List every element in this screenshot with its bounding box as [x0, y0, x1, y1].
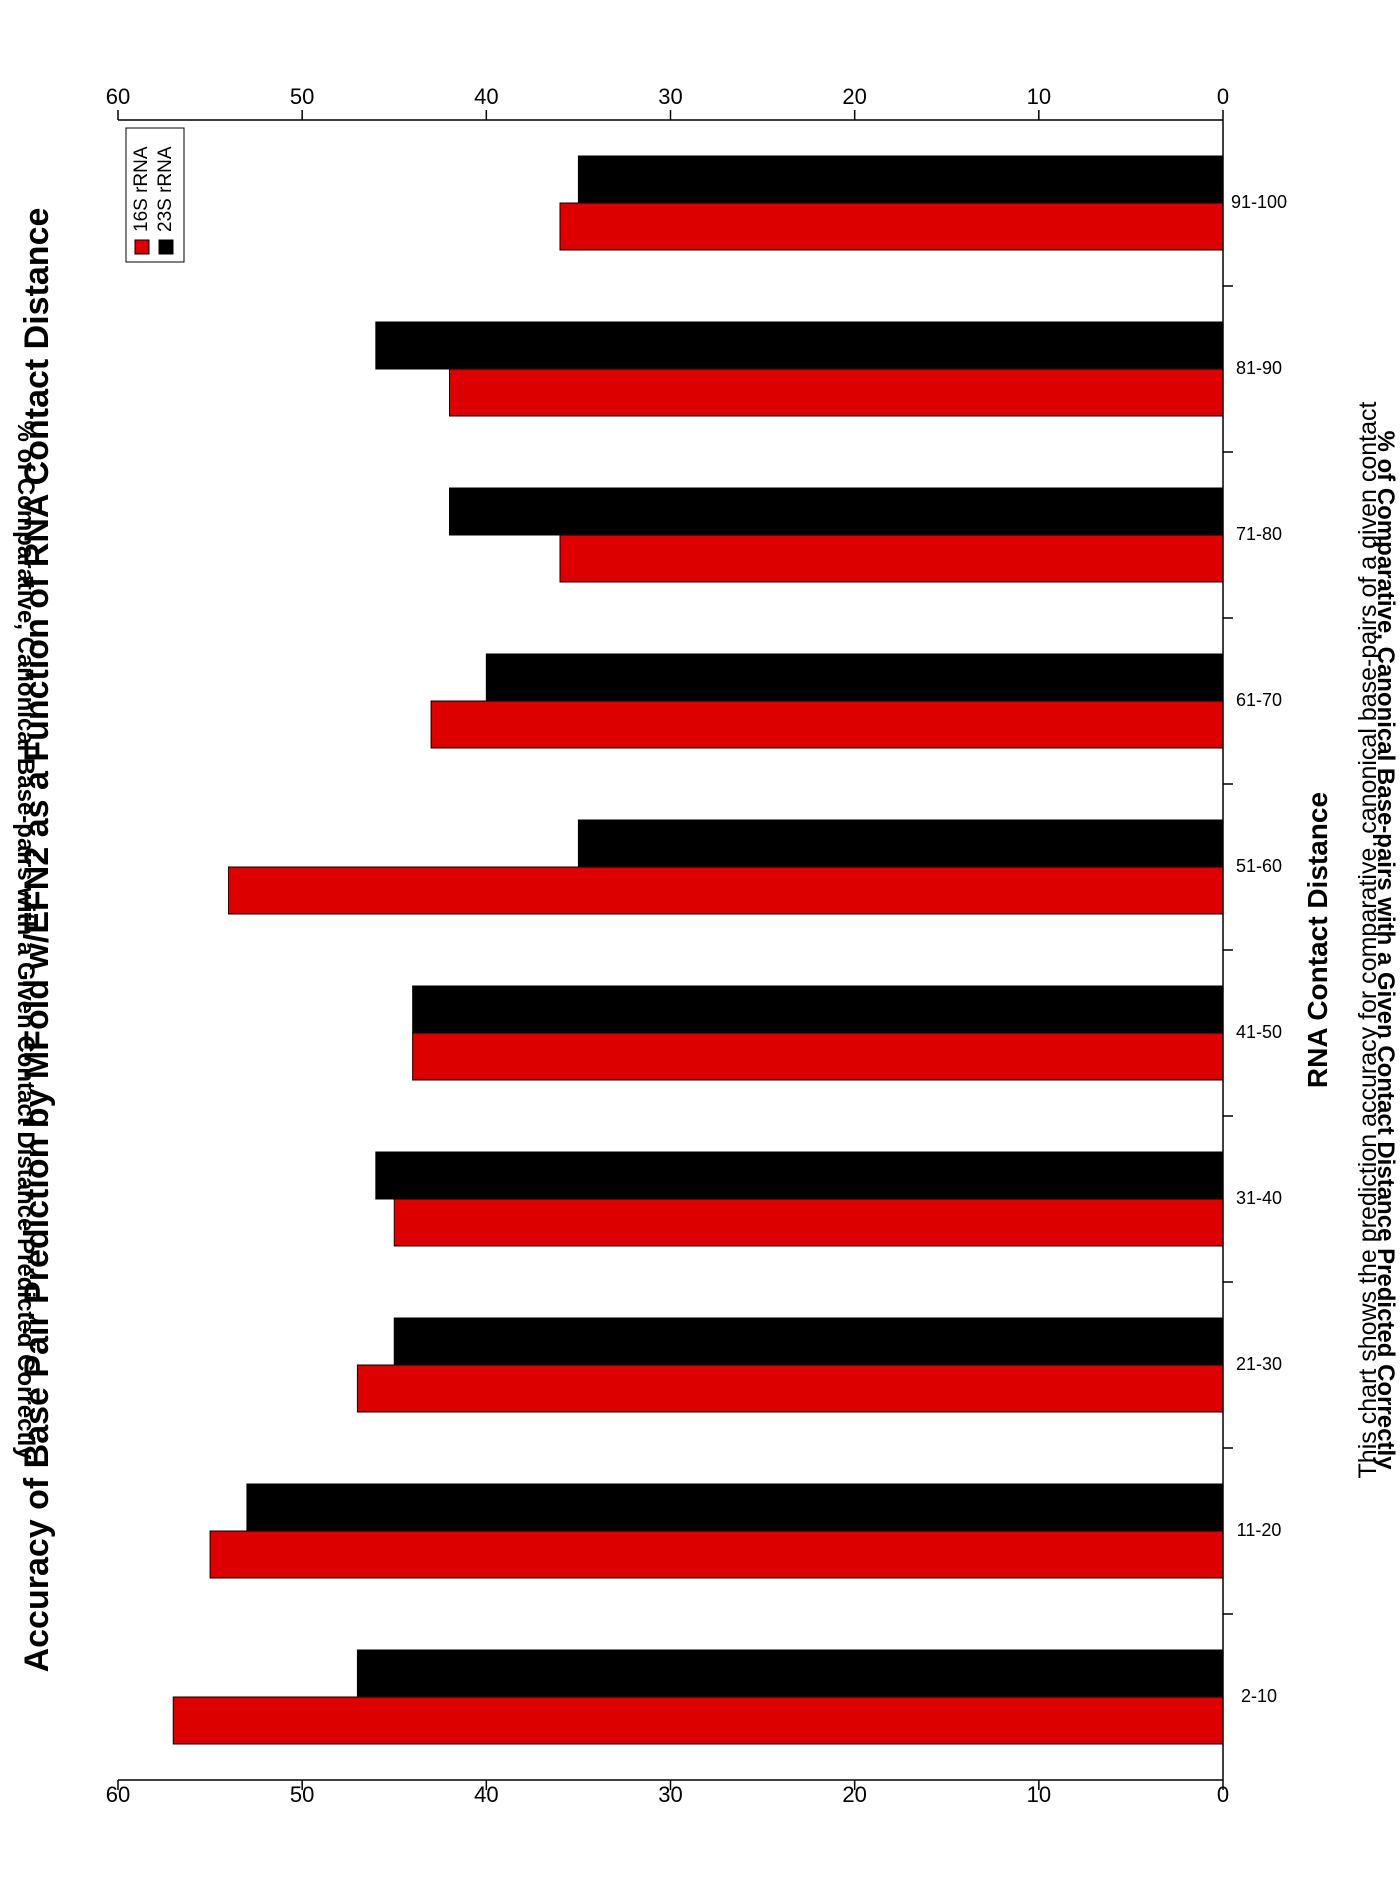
y-tick-label-right: 60: [106, 84, 130, 109]
bar-23s-rrna-41-50: [412, 985, 1224, 1034]
x-tick-label: 61-70: [1236, 690, 1282, 710]
x-tick-label: 91-100: [1231, 192, 1287, 212]
y-tick-label-left: 0: [1217, 1782, 1229, 1807]
bar-16s-rrna-71-80: [559, 534, 1224, 583]
bar-16s-rrna-11-20: [209, 1530, 1224, 1579]
legend-swatch: [158, 239, 174, 255]
y-tick-label-left: 60: [106, 1782, 130, 1807]
bar-16s-rrna-51-60: [228, 866, 1224, 915]
legend-swatch: [134, 239, 150, 255]
bar-23s-rrna-51-60: [577, 819, 1224, 868]
secondary-y-axis-title: % of Comparative, Canonical Base-pairs w…: [12, 421, 39, 1461]
bar-23s-rrna-81-90: [375, 321, 1224, 370]
bar-23s-rrna-2-10: [356, 1649, 1224, 1698]
bar-23s-rrna-31-40: [375, 1151, 1224, 1200]
bar-16s-rrna-91-100: [559, 202, 1224, 251]
x-tick-label: 51-60: [1236, 856, 1282, 876]
y-tick-label-left: 30: [658, 1782, 682, 1807]
y-tick-label-left: 10: [1027, 1782, 1051, 1807]
y-tick-label-right: 10: [1027, 84, 1051, 109]
legend-label: 16S rRNA: [131, 146, 152, 232]
y-tick-label-left: 50: [290, 1782, 314, 1807]
x-tick-label: 71-80: [1236, 524, 1282, 544]
x-tick-label: 81-90: [1236, 358, 1282, 378]
chart-title: Accuracy of Base Pair Prediction by MFol…: [18, 208, 56, 1673]
chart-caption: This chart shows the prediction accuracy…: [1354, 401, 1382, 1478]
y-tick-label-right: 40: [474, 84, 498, 109]
bar-23s-rrna-61-70: [485, 653, 1224, 702]
bar-16s-rrna-61-70: [430, 700, 1224, 749]
x-tick-label: 11-20: [1237, 1520, 1282, 1540]
y-tick-label-right: 30: [658, 84, 682, 109]
bar-16s-rrna-41-50: [412, 1032, 1224, 1081]
x-axis-title: RNA Contact Distance: [1302, 792, 1333, 1088]
y-tick-label-right: 20: [842, 84, 866, 109]
bar-23s-rrna-91-100: [577, 155, 1224, 204]
plot-area: 0 0 10 10 20 20 30 30 40 40 50 50 60 60 2-10 11-20 21-30…: [106, 84, 1287, 1807]
x-tick-label: 31-40: [1236, 1188, 1282, 1208]
bar-16s-rrna-2-10: [172, 1696, 1224, 1745]
bar-23s-rrna-21-30: [393, 1317, 1224, 1366]
legend-box: [125, 127, 185, 263]
bar-23s-rrna-71-80: [449, 487, 1224, 536]
y-tick-label-left: 20: [842, 1782, 866, 1807]
y-tick-label-right: 50: [290, 84, 314, 109]
y-tick-label-right: 0: [1217, 84, 1229, 109]
x-tick-label: 2-10: [1241, 1686, 1277, 1706]
x-tick-label: 41-50: [1236, 1022, 1282, 1042]
y-tick-label-left: 40: [474, 1782, 498, 1807]
legend-label: 23S rRNA: [155, 146, 176, 232]
bar-23s-rrna-11-20: [246, 1483, 1224, 1532]
bar-16s-rrna-31-40: [393, 1198, 1224, 1247]
x-tick-label: 21-30: [1236, 1354, 1282, 1374]
bar-16s-rrna-81-90: [449, 368, 1224, 417]
bar-16s-rrna-21-30: [356, 1364, 1224, 1413]
